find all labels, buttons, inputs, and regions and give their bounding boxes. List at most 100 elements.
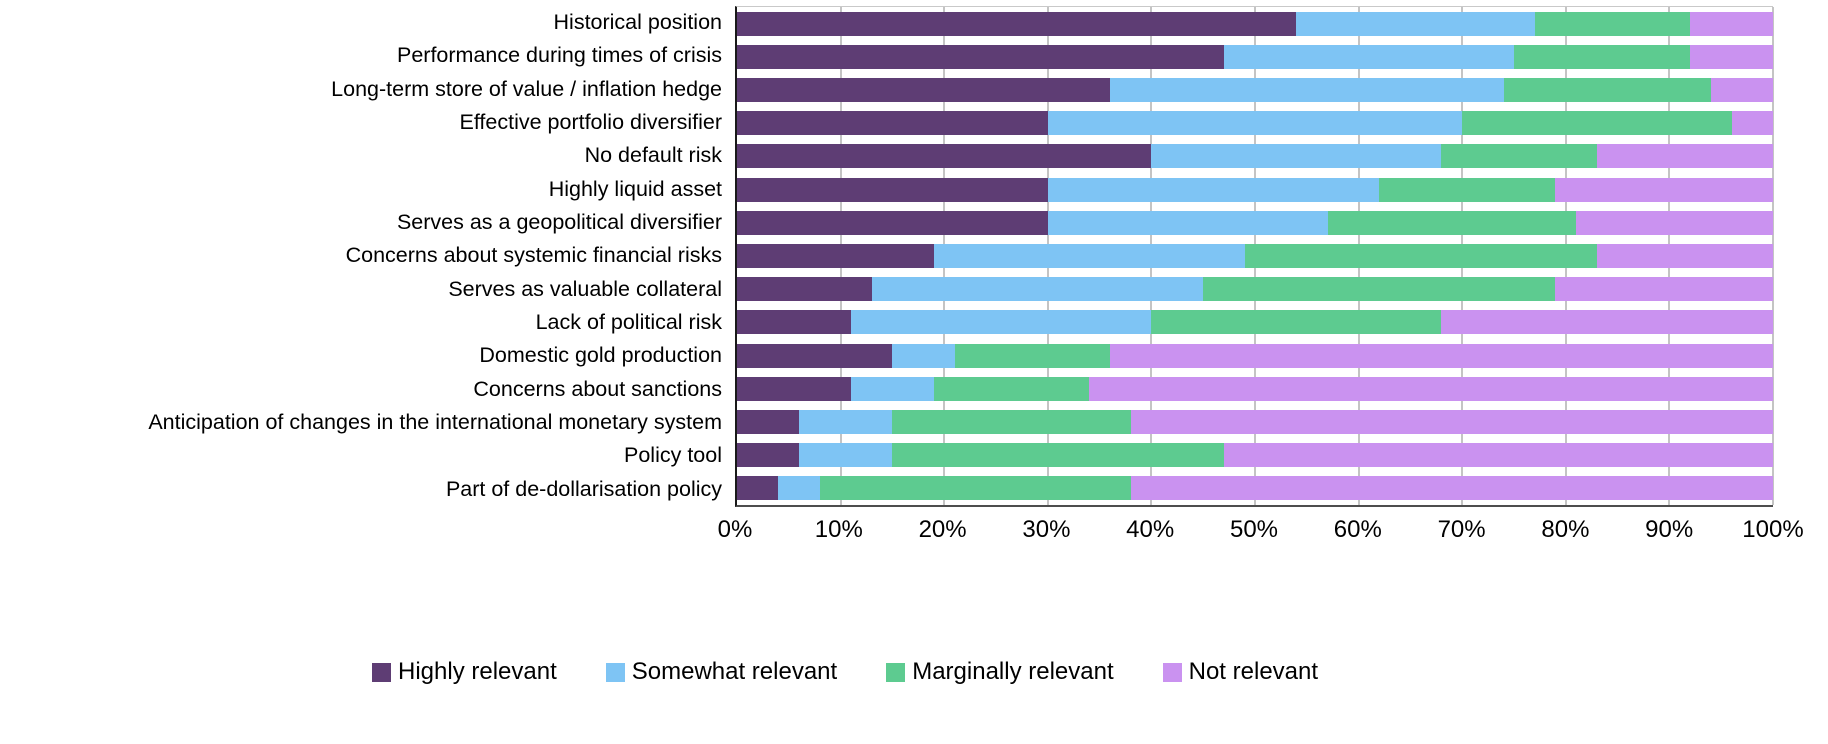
segment-not-relevant [1710,78,1773,102]
segment-somewhat-relevant [933,244,1245,269]
x-axis: 0% 10% 20% 30% 40% 50% 60% 70% 80% 90% 100% [718,514,1804,556]
segment-somewhat-relevant [892,343,955,368]
category-axis: Historical position Performance during ti… [0,6,722,506]
segment-somewhat-relevant [778,476,820,501]
segment-highly-relevant [737,244,934,269]
segment-marginally-relevant [1327,210,1577,235]
segment-not-relevant [1441,310,1773,335]
segment-somewhat-relevant [1047,111,1463,136]
segment-not-relevant [1109,343,1773,368]
plot-area [735,6,1774,507]
category-label-highly-liquid-asset: Highly liquid asset [548,176,722,201]
segment-highly-relevant [737,78,1110,102]
bar-row-long-term-store-of-value-inflation-hedge [737,73,1773,106]
segment-not-relevant [1130,410,1773,435]
segment-somewhat-relevant [1047,177,1380,202]
segment-marginally-relevant [819,476,1131,501]
segment-highly-relevant [737,277,872,302]
category-label-serves-as-a-geopolitical-diversifier: Serves as a geopolitical diversifier [396,210,722,235]
bar-row-serves-as-valuable-collateral [737,273,1773,306]
segment-not-relevant [1596,144,1773,169]
legend-label-highly-relevant: Highly relevant [398,658,557,685]
x-tick-label-30: 30% [1022,516,1071,543]
legend-label-somewhat-relevant: Somewhat relevant [631,658,838,685]
legend-swatch-highly-relevant [372,662,391,682]
bar-row-serves-as-a-geopolitical-diversifier [737,206,1773,239]
bar-policy-tool [737,443,1773,468]
bar-domestic-gold-production [737,343,1773,368]
segment-marginally-relevant [1203,277,1556,302]
x-tick-label-20: 20% [918,516,967,543]
legend: Highly relevant Somewhat relevant Marginal… [372,658,1318,686]
segment-highly-relevant [737,376,851,401]
segment-somewhat-relevant [850,376,934,401]
category-label-performance-during-times-of-crisis: Performance during times of crisis [397,43,722,68]
x-tick-label-40: 40% [1126,516,1175,543]
x-tick-label-80: 80% [1541,516,1590,543]
category-label-concerns-about-systemic-financial-risks: Concerns about systemic financial risks [345,243,722,268]
segment-marginally-relevant [1513,44,1691,69]
segment-marginally-relevant [933,376,1090,401]
segment-marginally-relevant [892,443,1224,468]
x-tick-label-10: 10% [814,516,863,543]
category-label-domestic-gold-production: Domestic gold production [479,343,722,368]
bar-row-policy-tool [737,439,1773,472]
bars-container [737,7,1773,505]
category-label-policy-tool: Policy tool [624,443,722,468]
bar-row-lack-of-political-risk [737,306,1773,339]
legend-item-not-relevant: Not relevant [1162,658,1318,686]
bar-row-part-of-de-dollarisation-policy [737,472,1773,505]
bar-long-term-store-of-value-inflation-hedge [737,78,1773,102]
bar-serves-as-valuable-collateral [737,277,1773,302]
legend-item-highly-relevant: Highly relevant [372,658,557,686]
bar-effective-portfolio-diversifier [737,111,1773,136]
x-tick-label-50: 50% [1229,516,1279,543]
segment-highly-relevant [737,44,1224,69]
category-label-concerns-about-sanctions: Concerns about sanctions [473,376,722,401]
legend-swatch-marginally-relevant [886,662,906,682]
segment-not-relevant [1130,476,1773,501]
segment-not-relevant [1576,210,1773,235]
segment-marginally-relevant [1441,144,1597,169]
segment-somewhat-relevant [1151,144,1442,169]
bar-no-default-risk [737,144,1773,169]
category-label-no-default-risk: No default risk [584,143,722,168]
category-label-long-term-store-of-value-inflation-hedge: Long-term store of value / inflation hed… [331,76,722,101]
category-label-historical-position: Historical position [553,10,722,35]
segment-highly-relevant [737,410,800,435]
segment-somewhat-relevant [1223,44,1514,69]
bar-row-effective-portfolio-diversifier [737,107,1773,140]
category-label-part-of-de-dollarisation-policy: Part of de-dollarisation policy [445,476,722,501]
legend-item-somewhat-relevant: Somewhat relevant [605,658,838,686]
x-tick-label-60: 60% [1333,516,1382,543]
bar-serves-as-a-geopolitical-diversifier [737,210,1773,235]
bar-part-of-de-dollarisation-policy [737,476,1773,501]
bar-row-no-default-risk [737,140,1773,173]
bar-performance-during-times-of-crisis [737,44,1773,69]
legend-swatch-not-relevant [1162,662,1182,682]
segment-highly-relevant [737,177,1048,202]
segment-somewhat-relevant [799,443,893,468]
bar-lack-of-political-risk [737,310,1773,335]
bar-concerns-about-systemic-financial-risks [737,244,1773,269]
segment-highly-relevant [737,443,800,468]
segment-somewhat-relevant [850,310,1152,335]
bar-row-concerns-about-sanctions [737,372,1773,405]
gridline-100 [1772,7,1774,505]
bar-historical-position [737,11,1773,36]
segment-marginally-relevant [954,343,1110,368]
category-label-anticipation-of-changes-in-the-international-monetary-system: Anticipation of changes in the internati… [148,410,722,435]
segment-highly-relevant [737,343,893,368]
segment-highly-relevant [737,310,851,335]
segment-highly-relevant [737,144,1152,169]
category-label-effective-portfolio-diversifier: Effective portfolio diversifier [459,110,723,135]
segment-somewhat-relevant [1047,210,1328,235]
segment-highly-relevant [737,476,779,501]
segment-not-relevant [1089,376,1773,401]
x-tick-label-90: 90% [1645,516,1694,543]
segment-not-relevant [1555,277,1773,302]
segment-not-relevant [1690,11,1773,36]
segment-marginally-relevant [1462,111,1732,136]
segment-marginally-relevant [892,410,1131,435]
